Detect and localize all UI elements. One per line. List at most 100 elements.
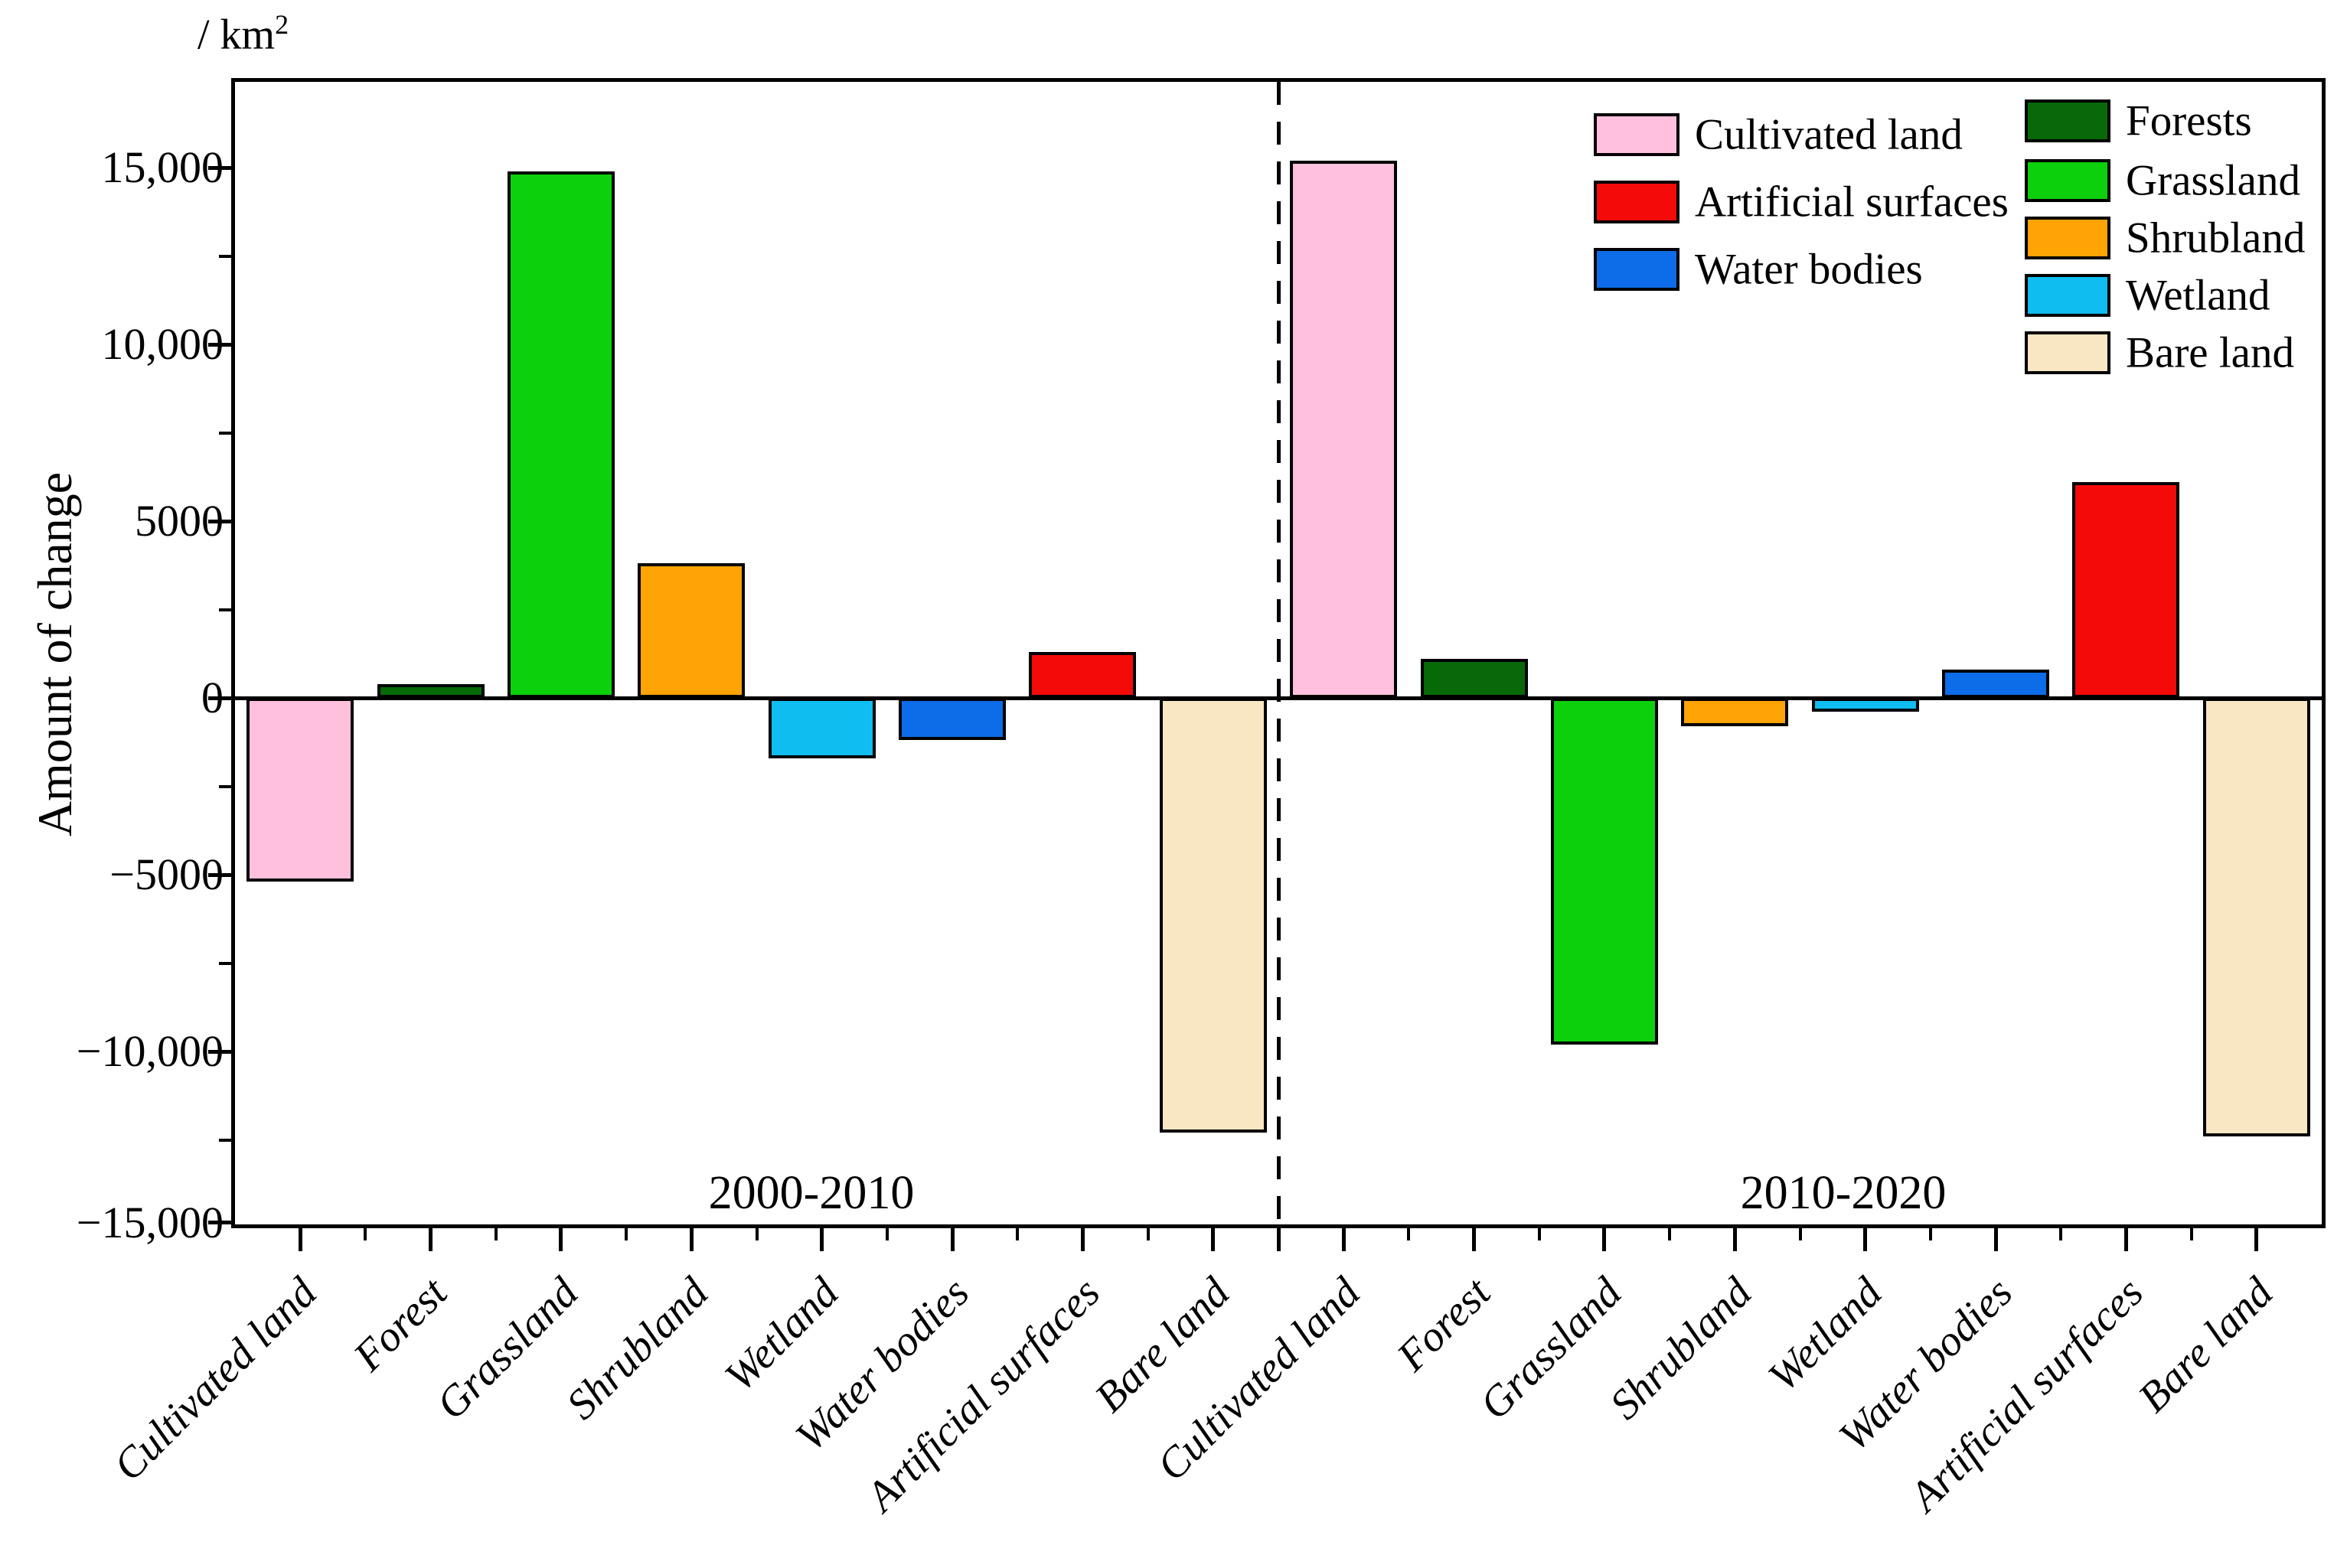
x-minor-tick-11 — [1668, 1224, 1672, 1240]
bar-2000-2010-cultivated-land — [246, 698, 354, 882]
legend-swatch-wetland — [2025, 274, 2110, 317]
x-minor-tick-10 — [1537, 1224, 1541, 1240]
x-major-tick-6 — [1080, 1224, 1085, 1251]
unit-superscript: 2 — [275, 9, 289, 40]
y-tick-label--15000: −15,000 — [76, 1197, 224, 1247]
legend-item-artificial-surfaces: Artificial surfaces — [1594, 178, 2053, 227]
period-label-2000-2010: 2000-2010 — [708, 1167, 915, 1219]
bar-2010-2020-cultivated-land — [1290, 160, 1398, 698]
y-major-tick--15000 — [208, 1221, 235, 1224]
x-minor-tick-5 — [885, 1224, 889, 1240]
legend-item-water-bodies: Water bodies — [1594, 245, 2053, 294]
x-major-tick-11 — [1732, 1224, 1737, 1251]
y-axis-unit-label: / km2 — [197, 11, 289, 57]
x-major-tick-1 — [429, 1224, 433, 1251]
y-major-tick-15000 — [208, 165, 235, 170]
x-minor-tick-9 — [1407, 1224, 1411, 1240]
y-minor-tick--12500 — [219, 1138, 235, 1142]
bar-2000-2010-shrubland — [638, 563, 746, 698]
x-major-tick-15 — [2254, 1224, 2259, 1251]
legend-swatch-cultivated-land — [1594, 113, 1679, 156]
plot-area: Cultivated land Artificial surfaces Water … — [208, 78, 2326, 1251]
x-major-tick-3 — [689, 1224, 694, 1251]
legend-label-wetland: Wetland — [2126, 271, 2270, 320]
bar-2010-2020-artificial-surfaces — [2072, 482, 2180, 698]
period-divider-dashed-line — [1276, 82, 1281, 1224]
y-major-tick-0 — [208, 696, 235, 700]
x-major-tick-10 — [1602, 1224, 1607, 1251]
y-major-tick--5000 — [208, 872, 235, 877]
y-tick-label--5000: −5000 — [109, 849, 224, 899]
x-major-tick-12 — [1863, 1224, 1868, 1251]
bar-2010-2020-bare-land — [2202, 698, 2310, 1136]
legend-swatch-bare-land — [2025, 331, 2110, 374]
y-tick-label--10000: −10,000 — [76, 1026, 224, 1076]
x-major-tick-5 — [950, 1224, 955, 1251]
legend-swatch-artificial-surfaces — [1594, 181, 1679, 223]
x-minor-tick-15 — [2189, 1224, 2193, 1240]
legend-label-grassland: Grassland — [2126, 156, 2300, 205]
unit-prefix: / km — [197, 11, 276, 59]
x-category-label-2000-2010-grassland: Grassland — [426, 1269, 587, 1429]
legend-label-artificial-surfaces: Artificial surfaces — [1695, 178, 2009, 227]
bar-2000-2010-grassland — [507, 171, 615, 698]
bar-2000-2010-artificial-surfaces — [1029, 651, 1137, 698]
bar-2010-2020-water-bodies — [1942, 670, 2050, 698]
x-minor-tick-1 — [364, 1224, 367, 1240]
legend-swatch-shrubland — [2025, 217, 2110, 259]
x-category-label-2000-2010-artificial-surfaces: Artificial surfaces — [857, 1269, 1109, 1521]
x-major-tick-14 — [2123, 1224, 2128, 1251]
legend-item-cultivated-land: Cultivated land — [1594, 110, 2053, 159]
x-category-label-2010-2020-wetland: Wetland — [1759, 1269, 1892, 1401]
x-minor-tick-13 — [1928, 1224, 1932, 1240]
y-major-tick-10000 — [208, 342, 235, 347]
legend-item-bare-land: Bare land — [2025, 328, 2347, 377]
legend-item-grassland: Grassland — [2025, 156, 2347, 205]
bar-2000-2010-water-bodies — [899, 698, 1007, 741]
y-tick-label-10000: 10,000 — [101, 319, 224, 369]
x-minor-tick-3 — [625, 1224, 628, 1240]
y-tick-label-15000: 15,000 — [101, 142, 224, 192]
x-category-label-2010-2020-bare-land: Bare land — [2130, 1269, 2283, 1422]
x-category-label-2000-2010-shrubland: Shrubland — [557, 1269, 718, 1429]
x-major-tick-8 — [1341, 1224, 1346, 1251]
x-category-label-2010-2020-forest: Forest — [1388, 1269, 1500, 1381]
y-minor-tick-7500 — [219, 431, 235, 435]
legend-swatch-grassland — [2025, 159, 2110, 202]
x-category-label-2000-2010-wetland: Wetland — [716, 1269, 848, 1401]
y-minor-tick--2500 — [219, 784, 235, 788]
x-minor-tick-2 — [494, 1224, 498, 1240]
x-major-tick-4 — [820, 1224, 824, 1251]
legend-label-bare-land: Bare land — [2126, 328, 2294, 377]
y-major-tick--10000 — [208, 1049, 235, 1054]
legend-swatch-forests — [2025, 99, 2110, 142]
y-major-tick-5000 — [208, 519, 235, 523]
bar-2000-2010-wetland — [768, 698, 876, 758]
x-category-label-2010-2020-grassland: Grassland — [1470, 1269, 1630, 1429]
x-category-label-2000-2010-forest: Forest — [344, 1269, 457, 1381]
x-major-tick-0 — [298, 1224, 302, 1251]
y-minor-tick--7500 — [219, 961, 235, 965]
legend-label-forests: Forests — [2126, 96, 2252, 145]
x-major-tick-9 — [1472, 1224, 1477, 1251]
x-minor-tick-8 — [1277, 1224, 1281, 1251]
x-category-label-2010-2020-shrubland: Shrubland — [1601, 1269, 1761, 1429]
bar-2000-2010-bare-land — [1159, 698, 1267, 1133]
legend-label-water-bodies: Water bodies — [1695, 245, 1923, 294]
x-minor-tick-4 — [755, 1224, 759, 1240]
y-minor-tick-12500 — [219, 254, 235, 258]
y-minor-tick-2500 — [219, 608, 235, 611]
x-category-label-2010-2020-artificial-surfaces: Artificial surfaces — [1900, 1269, 2153, 1521]
legend-label-cultivated-land: Cultivated land — [1695, 110, 1963, 159]
x-minor-tick-14 — [2059, 1224, 2063, 1240]
bar-2010-2020-grassland — [1550, 698, 1658, 1045]
x-minor-tick-12 — [1798, 1224, 1802, 1240]
period-label-2010-2020: 2010-2020 — [1740, 1167, 1947, 1219]
y-tick-label-0: 0 — [201, 673, 224, 722]
x-category-label-2000-2010-cultivated-land: Cultivated land — [105, 1269, 327, 1491]
x-major-tick-13 — [1993, 1224, 1998, 1251]
legend-swatch-water-bodies — [1594, 248, 1679, 291]
bar-2010-2020-shrubland — [1681, 698, 1789, 726]
legend-item-forests: Forests — [2025, 96, 2347, 145]
